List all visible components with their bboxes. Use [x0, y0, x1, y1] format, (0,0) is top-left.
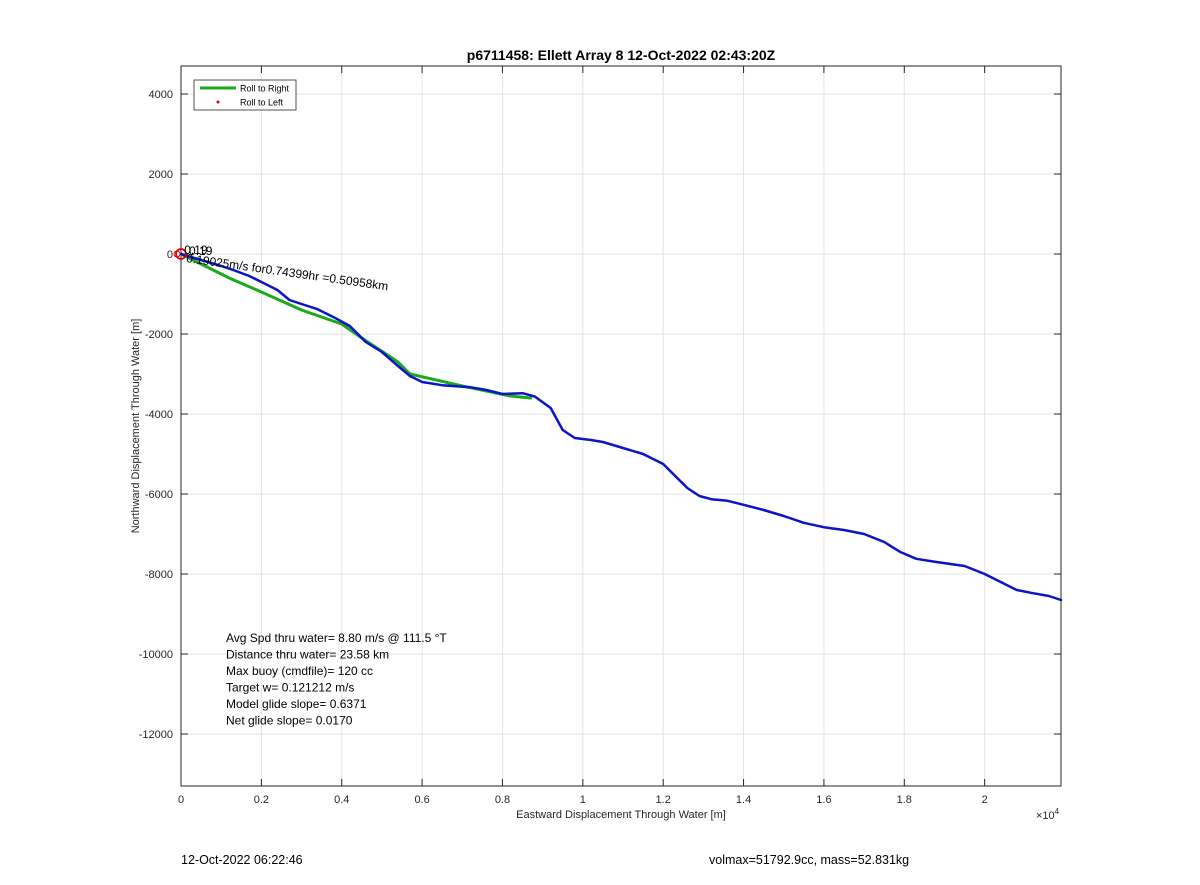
start-marker-small — [173, 250, 181, 258]
y-tick-label: -10000 — [139, 649, 173, 661]
x-tick-label: 1.6 — [816, 794, 831, 806]
y-tick-label: 2000 — [149, 169, 173, 181]
x-tick-label: 0.2 — [254, 794, 269, 806]
x-tick-label: 1 — [580, 794, 586, 806]
x-tick-label: 0 — [178, 794, 184, 806]
y-tick-label: 0 — [167, 249, 173, 261]
y-tick-label: -4000 — [145, 409, 173, 421]
stats-line: Target w= 0.121212 m/s — [226, 681, 354, 695]
stats-line: Distance thru water= 23.58 km — [226, 648, 389, 662]
y-axis-label: Northward Displacement Through Water [m] — [130, 319, 142, 534]
stats-line: Model glide slope= 0.6371 — [226, 697, 367, 711]
y-tick-label: -2000 — [145, 329, 173, 341]
stats-line: Avg Spd thru water= 8.80 m/s @ 111.5 °T — [226, 631, 447, 645]
x-tick-label: 0.4 — [334, 794, 349, 806]
chart-title: p6711458: Ellett Array 8 12-Oct-2022 02:… — [467, 47, 776, 63]
annotation-1: 0.19 — [184, 243, 208, 257]
x-tick-label: 1.2 — [656, 794, 671, 806]
footer-timestamp: 12-Oct-2022 06:22:46 — [181, 853, 303, 867]
x-tick-label: 0.6 — [414, 794, 429, 806]
plot-area — [181, 66, 1061, 786]
start-marker — [175, 248, 187, 260]
annotation-2: 0.19 — [189, 244, 213, 258]
y-tick-label: -6000 — [145, 489, 173, 501]
x-tick-label: 1.4 — [736, 794, 751, 806]
x-exponent-label: ×104 — [1036, 807, 1060, 822]
x-exponent-power: 4 — [1055, 807, 1060, 816]
legend-box — [193, 79, 297, 111]
x-tick-label: 1.8 — [897, 794, 912, 806]
x-tick-label: 0.8 — [495, 794, 510, 806]
y-tick-label: -12000 — [139, 729, 173, 741]
legend-swatch-dot — [216, 100, 220, 104]
footer-volmax-mass: volmax=51792.9cc, mass=52.831kg — [709, 853, 910, 867]
axes-box — [180, 65, 1062, 787]
y-tick-label: -8000 — [145, 569, 173, 581]
x-axis-label: Eastward Displacement Through Water [m] — [516, 809, 726, 821]
series-track-line — [179, 252, 1063, 602]
legend-label: Roll to Right — [240, 84, 290, 94]
stats-line: Net glide slope= 0.0170 — [226, 714, 353, 728]
stats-line: Max buoy (cmdfile)= 120 cc — [226, 664, 373, 678]
legend-label: Roll to Left — [240, 98, 284, 108]
x-tick-label: 2 — [982, 794, 988, 806]
y-tick-label: 4000 — [149, 89, 173, 101]
